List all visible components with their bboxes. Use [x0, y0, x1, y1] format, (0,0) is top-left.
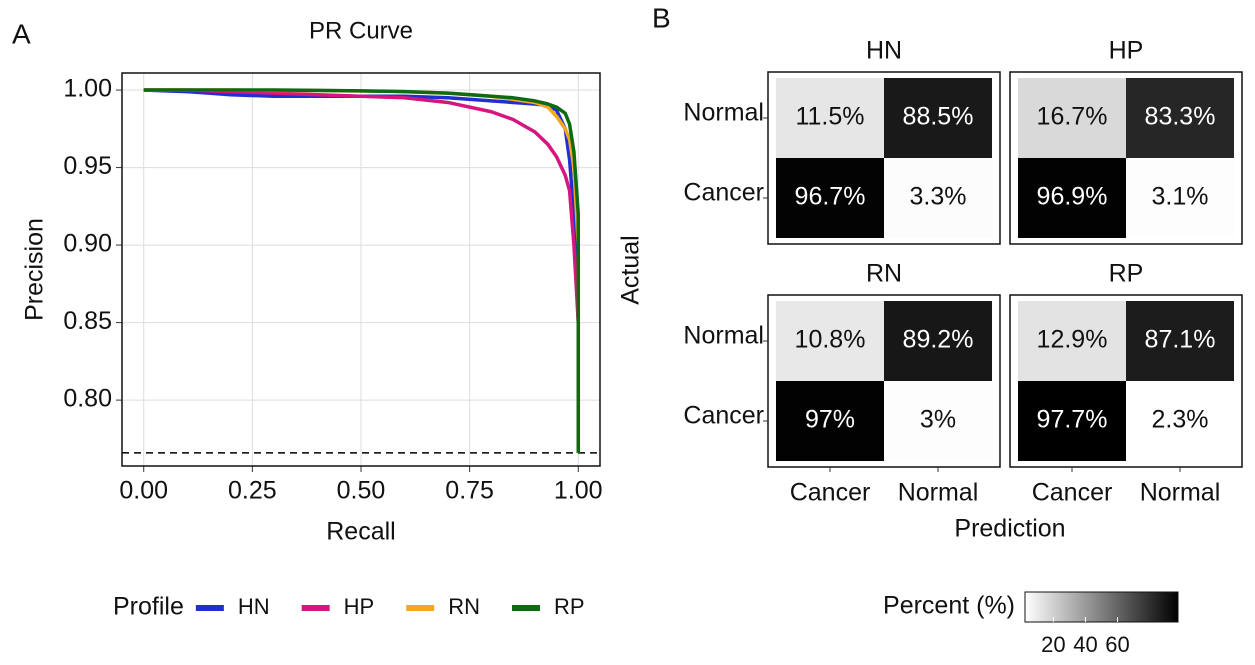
colorbar [1024, 591, 1179, 623]
cell-label: 88.5% [903, 103, 974, 131]
cell-label: 3% [920, 406, 956, 434]
series-line [143, 88, 581, 453]
cell-label: 11.5% [795, 103, 864, 131]
colorbar-tick-label: 40 [1073, 632, 1097, 657]
cell-label: 2.3% [1152, 406, 1209, 434]
cell-label: 87.1% [1145, 326, 1216, 354]
cell-label: 97.7% [1037, 406, 1108, 434]
heatmap-cell [884, 78, 992, 158]
y-tick-label: 0.80 [63, 385, 112, 413]
heatmap-cell [776, 158, 884, 238]
y-axis-label: Actual [617, 235, 645, 304]
cell-label: 97% [805, 406, 855, 434]
y-tick-label: 0.85 [63, 307, 112, 335]
facet-title: HP [1109, 37, 1144, 65]
chart-title: PR Curve [309, 17, 413, 44]
facet-title: RN [866, 260, 902, 288]
heatmap-cell [1018, 301, 1126, 381]
colorbar-tick-label: 60 [1105, 632, 1129, 657]
panel-label: A [12, 18, 31, 49]
legend-label: RN [448, 594, 480, 619]
heatmap-cell [884, 158, 992, 238]
x-tick-label: 0.00 [119, 477, 168, 505]
cell-label: 16.7% [1037, 103, 1108, 131]
legend-title: Profile [113, 593, 184, 621]
heatmap-cell [884, 381, 992, 461]
x-tick-label: 0.50 [337, 477, 386, 505]
row-label: Normal [683, 99, 764, 127]
legend-label: HP [344, 594, 375, 619]
colorbar-title: Percent (%) [883, 592, 1015, 620]
facet-title: HN [866, 37, 902, 65]
heatmap-cell [1018, 381, 1126, 461]
x-tick-label: 0.25 [228, 477, 277, 505]
colorbar-tick-label: 20 [1041, 632, 1065, 657]
panel-label: B [652, 2, 671, 33]
x-axis-label: Prediction [954, 515, 1065, 543]
row-label: Cancer [683, 179, 764, 207]
legend-label: HN [238, 594, 270, 619]
cell-label: 89.2% [903, 326, 974, 354]
row-label: Normal [683, 322, 764, 350]
cell-label: 96.9% [1037, 183, 1108, 211]
cell-label: 10.8% [795, 326, 866, 354]
series-line [143, 88, 581, 453]
x-tick-label: 1.00 [554, 477, 603, 505]
cell-label: 12.9% [1037, 326, 1108, 354]
x-tick-label: 0.75 [445, 477, 494, 505]
column-label: Cancer [790, 479, 871, 507]
facet-title: RP [1109, 260, 1144, 288]
column-label: Normal [898, 479, 979, 507]
cell-label: 83.3% [1145, 103, 1216, 131]
heatmap-cell [1126, 78, 1234, 158]
heatmap-cell [1126, 301, 1234, 381]
cell-label: 3.3% [910, 183, 967, 211]
cell-label: 3.1% [1152, 183, 1209, 211]
legend-label: RP [554, 594, 585, 619]
heatmap-cell [776, 301, 884, 381]
cell-label: 96.7% [795, 183, 866, 211]
heatmap-cell [884, 301, 992, 381]
row-label: Cancer [683, 402, 764, 430]
plot-border [121, 72, 601, 467]
heatmap-cell [1018, 158, 1126, 238]
column-label: Cancer [1032, 479, 1113, 507]
x-axis-label: Recall [326, 518, 395, 546]
y-tick-label: 0.95 [63, 152, 112, 180]
y-axis-label: Precision [21, 218, 49, 321]
heatmap-cell [776, 78, 884, 158]
heatmap-cell [1018, 78, 1126, 158]
heatmap-cell [1126, 381, 1234, 461]
y-tick-label: 0.90 [63, 230, 112, 258]
heatmap-cell [776, 381, 884, 461]
heatmap-cell [1126, 158, 1234, 238]
y-tick-label: 1.00 [63, 75, 112, 103]
column-label: Normal [1140, 479, 1221, 507]
